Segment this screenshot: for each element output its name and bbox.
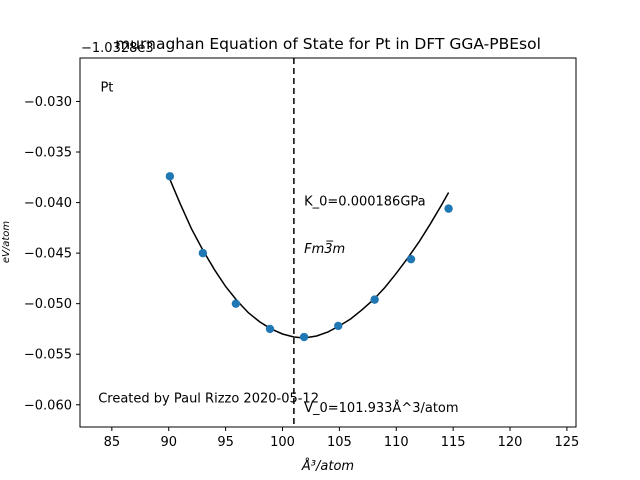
data-point (406, 254, 416, 264)
x-axis-ticks: 85 90 95 100 105 110 115 120 125 (104, 427, 579, 450)
x-tick-label: 100 (270, 435, 295, 450)
y-tick-label: −0.035 (24, 146, 72, 161)
y-tick-label: −0.055 (24, 348, 72, 363)
data-point (370, 295, 379, 304)
y-tick-label: −0.060 (24, 398, 72, 413)
data-point (165, 172, 175, 181)
data-point (198, 248, 208, 258)
x-tick-label: 125 (554, 435, 579, 450)
x-tick-label: 85 (104, 435, 121, 450)
y-axis-label: eV/atom (1, 221, 12, 264)
credit-label: Created by Paul Rizzo 2020-05-12 (98, 392, 319, 407)
x-tick-label: 120 (498, 435, 523, 450)
plot-frame (79, 57, 577, 428)
x-tick-label: 105 (327, 435, 352, 450)
data-point (444, 204, 453, 213)
species-label: Pt (100, 80, 113, 95)
data-point (334, 321, 343, 331)
y-axis-ticks: −0.060 −0.055 −0.050 −0.045 −0.040 −0.035 −0.0… (24, 95, 80, 413)
space-group-label: Fm3̅m (304, 241, 345, 257)
data-point (231, 299, 241, 308)
bulk-modulus-label: K_0=0.000186GPa (304, 195, 426, 210)
y-tick-label: −0.040 (24, 196, 72, 211)
chart-title: murnaghan Equation of State for Pt in DF… (115, 35, 541, 53)
y-tick-label: −0.045 (24, 247, 72, 262)
fit-curve-layer (169, 179, 450, 339)
x-axis-label: Å³/atom (301, 458, 354, 474)
x-tick-label: 90 (160, 435, 177, 450)
x-tick-label: 110 (384, 435, 409, 450)
y-tick-label: −0.050 (24, 297, 72, 312)
data-points-layer (165, 172, 453, 342)
fit-curve (169, 179, 450, 339)
y-tick-label: −0.030 (24, 95, 72, 110)
x-tick-label: 95 (217, 435, 234, 450)
equilibrium-volume-label: V_0=101.933Å^3/atom (304, 400, 458, 416)
data-point (299, 332, 309, 342)
x-tick-label: 115 (441, 435, 466, 450)
y-offset-label: −1.0328e3 (81, 41, 154, 56)
data-point (265, 324, 275, 334)
